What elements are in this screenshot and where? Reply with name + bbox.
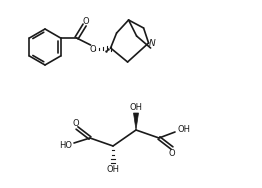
Text: OH: OH <box>129 102 143 111</box>
Text: O: O <box>89 45 96 55</box>
Text: N: N <box>149 39 156 49</box>
Text: OH: OH <box>106 164 119 174</box>
Text: O: O <box>73 118 79 127</box>
Text: O: O <box>169 149 175 158</box>
Polygon shape <box>134 113 139 130</box>
Text: HO: HO <box>59 142 73 151</box>
Text: OH: OH <box>177 126 190 134</box>
Text: O: O <box>82 17 89 27</box>
